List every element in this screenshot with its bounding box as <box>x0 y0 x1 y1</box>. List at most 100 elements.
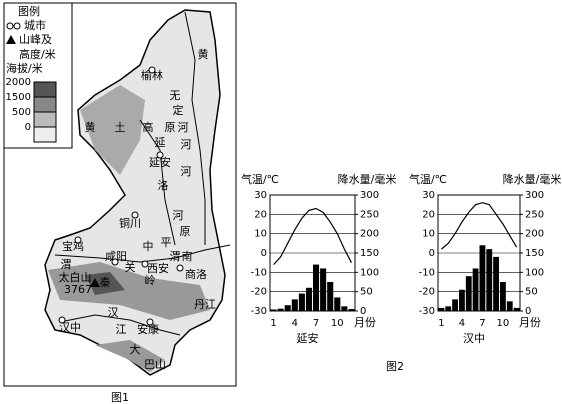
precip-bar <box>472 268 479 311</box>
y-tick-label: 0 <box>261 248 267 259</box>
y-tick-label: 10 <box>422 229 435 240</box>
precip-bar <box>465 276 472 311</box>
y2-tick-label: 50 <box>360 287 373 298</box>
place-label: 3767 <box>64 283 92 296</box>
precip-bar <box>270 309 277 311</box>
place-label: 巴山 <box>144 358 166 371</box>
place-label: 土 <box>115 121 126 134</box>
y-tick-label: -30 <box>419 306 435 317</box>
precip-bar <box>459 289 465 311</box>
river <box>184 11 206 245</box>
y-tick-label: 30 <box>422 190 435 201</box>
caption: 图2 <box>386 360 404 373</box>
y-tick-label: 10 <box>254 229 267 240</box>
place-label: 商洛 <box>185 267 207 281</box>
place-label: 高 <box>143 120 154 134</box>
precip-bar <box>334 297 341 311</box>
y-tick-label: -30 <box>251 306 267 317</box>
place-label: 汉 <box>108 306 119 319</box>
place-label: 河 <box>178 121 189 134</box>
precip-bar <box>506 301 513 311</box>
elevation-swatch <box>33 111 57 128</box>
place-label: 关 <box>125 260 136 274</box>
y-tick-label: -10 <box>419 267 435 278</box>
place-label: 黄 <box>85 120 96 134</box>
place-label: 大 <box>130 342 141 356</box>
legend-title: 图例 <box>18 4 40 18</box>
precip-bar <box>320 268 327 311</box>
x-axis-title: 月份 <box>519 316 541 329</box>
city-symbol <box>131 211 139 219</box>
axis-title: 气温/℃ <box>409 172 447 186</box>
y2-tick-label: 300 <box>525 190 544 201</box>
x-tick-label: 10 <box>331 318 344 329</box>
legend-peak: 高度/米 <box>19 47 56 61</box>
place-label: 江 <box>116 323 127 336</box>
y-tick-label: 0 <box>429 248 435 259</box>
place-label: 咸阳 <box>105 250 127 263</box>
elevation-swatch <box>33 96 57 113</box>
x-tick-label: 7 <box>313 318 319 329</box>
y2-tick-label: 250 <box>525 209 544 220</box>
y-tick-label: 20 <box>254 209 267 220</box>
elevation-area <box>85 272 125 295</box>
legend-elevation-title: 海拔/米 <box>6 61 43 75</box>
river <box>54 244 231 263</box>
place-label: 西安 <box>147 261 169 275</box>
precip-bar <box>298 293 305 311</box>
precip-bar <box>479 245 486 311</box>
y2-tick-label: 100 <box>360 267 379 278</box>
city-symbol <box>146 318 154 326</box>
station-name: 汉中 <box>463 332 485 345</box>
place-label: 延安 <box>149 155 171 169</box>
y-tick-label: 20 <box>422 209 435 220</box>
x-tick-label: 1 <box>438 318 444 329</box>
plot-frame <box>437 194 521 312</box>
place-label: 河 <box>181 138 192 151</box>
elevation-area <box>80 85 145 175</box>
place-label: 太白山 <box>59 270 92 284</box>
x-tick-label: 4 <box>459 318 465 329</box>
city-symbol <box>111 258 119 266</box>
elevation-swatch <box>33 81 57 98</box>
river <box>59 314 181 336</box>
city-symbol <box>58 316 66 324</box>
legend-city: 城市 <box>24 18 46 32</box>
elevation-area <box>95 340 165 372</box>
precip-bar <box>277 308 284 311</box>
city-symbol <box>176 264 184 272</box>
precip-bar <box>438 307 445 311</box>
legend-peak: 山峰及 <box>19 33 52 46</box>
place-label: 秦 <box>100 275 111 289</box>
elevation-label: 0 <box>25 122 31 133</box>
peak-symbol <box>6 35 16 44</box>
y2-tick-label: 0 <box>525 306 531 317</box>
place-label: 汉中 <box>59 321 81 334</box>
place-label: 铜川 <box>119 216 141 230</box>
elevation-label: 1500 <box>6 92 31 103</box>
river <box>139 119 176 246</box>
y2-tick-label: 150 <box>360 248 379 259</box>
temperature-line <box>441 202 518 250</box>
axis-title: 气温/℃ <box>241 172 279 186</box>
precip-bar <box>513 307 520 311</box>
x-tick-label: 4 <box>292 318 298 329</box>
y2-tick-label: 0 <box>360 306 366 317</box>
x-axis-title: 月份 <box>354 316 376 329</box>
place-label: 平 <box>161 236 172 249</box>
precip-bar <box>486 249 493 311</box>
precip-bar <box>284 305 291 311</box>
precip-bar <box>500 282 506 311</box>
place-label: 中 <box>143 240 154 253</box>
place-label: 渭 <box>61 258 72 271</box>
place-label: 南 <box>182 250 193 263</box>
place-label: 定 <box>173 103 184 117</box>
precip-bar <box>445 306 452 311</box>
temperature-line <box>273 207 352 266</box>
y-tick-label: -20 <box>251 287 267 298</box>
city-symbol <box>13 22 21 30</box>
y-tick-label: -20 <box>419 287 435 298</box>
y2-tick-label: 50 <box>525 287 538 298</box>
precip-bar <box>341 306 348 311</box>
